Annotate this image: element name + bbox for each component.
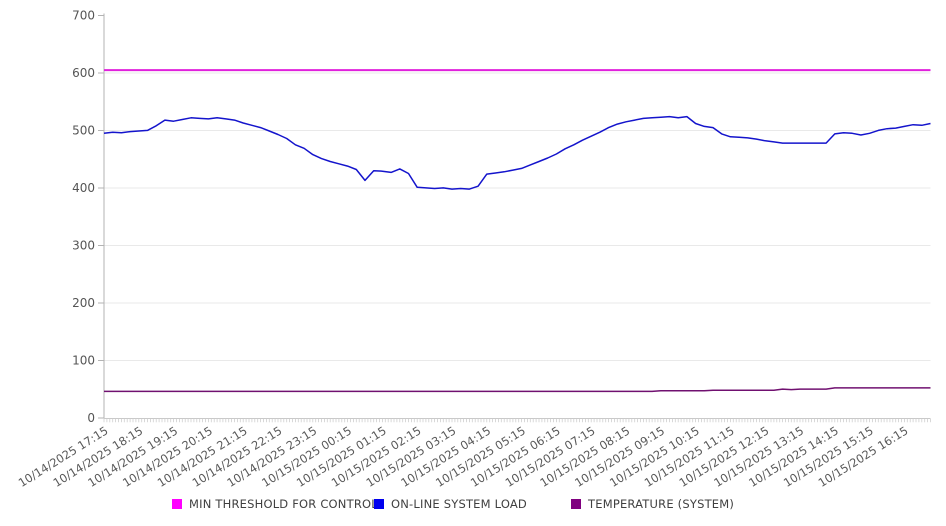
y-tick-label-200: 200 (72, 296, 95, 310)
legend-swatch-temperature (571, 499, 581, 509)
legend-item-system-load[interactable]: ON-LINE SYSTEM LOAD (374, 497, 527, 511)
y-tick-label-600: 600 (72, 66, 95, 80)
legend-item-temperature[interactable]: TEMPERATURE (SYSTEM) (571, 497, 734, 511)
y-tick-label-300: 300 (72, 239, 95, 253)
y-tick-label-100: 100 (72, 354, 95, 368)
legend-item-min-threshold[interactable]: MIN THRESHOLD FOR CONTROL (172, 497, 378, 511)
series-line-on-line-system-load (103, 115, 931, 190)
legend-label-min-threshold: MIN THRESHOLD FOR CONTROL (189, 497, 378, 511)
y-tick-label-0: 0 (87, 411, 95, 425)
series-line-temperature-system (104, 387, 931, 393)
y-tick-label-500: 500 (72, 124, 95, 138)
chart-legend: MIN THRESHOLD FOR CONTROL ON-LINE SYSTEM… (0, 0, 946, 511)
legend-label-temperature: TEMPERATURE (SYSTEM) (588, 497, 735, 511)
legend-swatch-min-threshold (172, 499, 182, 509)
legend-swatch-system-load (374, 499, 384, 509)
y-tick-label-700: 700 (72, 9, 95, 23)
legend-label-system-load: ON-LINE SYSTEM LOAD (391, 497, 527, 511)
y-tick-label-400: 400 (72, 181, 95, 195)
